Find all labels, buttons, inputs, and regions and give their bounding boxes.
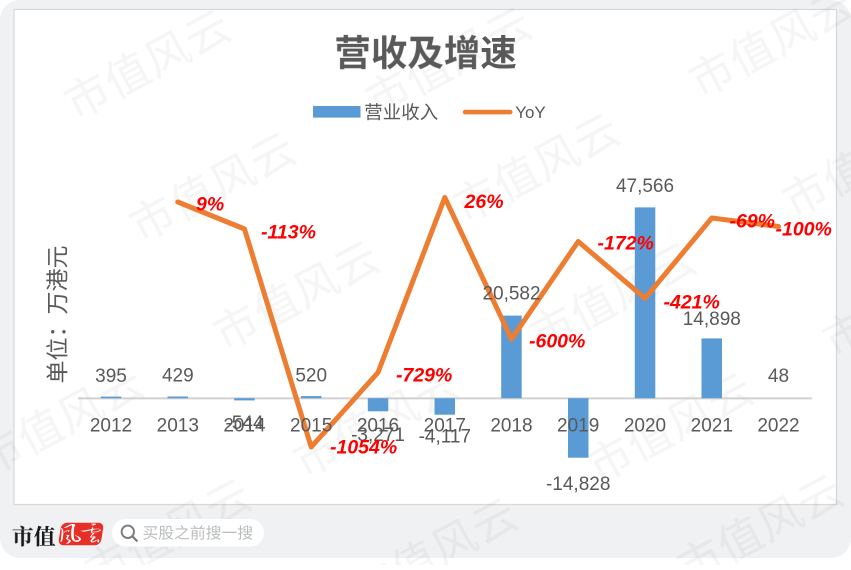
svg-text:-172%: -172% bbox=[598, 233, 654, 255]
svg-text:-14,828: -14,828 bbox=[546, 474, 610, 495]
svg-text:-729%: -729% bbox=[396, 365, 452, 387]
svg-text:2019: 2019 bbox=[557, 415, 599, 436]
svg-text:26%: 26% bbox=[464, 191, 504, 213]
svg-text:2012: 2012 bbox=[90, 415, 132, 436]
svg-text:2022: 2022 bbox=[757, 415, 799, 436]
svg-text:-421%: -421% bbox=[664, 292, 720, 314]
svg-text:520: 520 bbox=[295, 366, 327, 387]
svg-text:-4,117: -4,117 bbox=[419, 427, 471, 448]
svg-text:2014: 2014 bbox=[223, 415, 266, 436]
svg-text:-600%: -600% bbox=[529, 331, 585, 353]
svg-text:2020: 2020 bbox=[624, 415, 666, 436]
svg-text:47,566: 47,566 bbox=[616, 176, 674, 197]
svg-text:395: 395 bbox=[95, 366, 127, 387]
svg-text:-113%: -113% bbox=[261, 222, 316, 244]
svg-text:2013: 2013 bbox=[157, 415, 199, 436]
svg-text:-69%: -69% bbox=[730, 211, 776, 233]
svg-text:48: 48 bbox=[768, 366, 789, 387]
svg-text:20,582: 20,582 bbox=[482, 284, 540, 305]
svg-text:-1054%: -1054% bbox=[330, 437, 397, 459]
svg-text:YoY: YoY bbox=[515, 103, 546, 122]
svg-text:-100%: -100% bbox=[776, 219, 832, 241]
svg-text:-3,271: -3,271 bbox=[351, 425, 405, 446]
svg-text:429: 429 bbox=[162, 366, 194, 387]
svg-text:-544: -544 bbox=[225, 413, 263, 434]
svg-text:2015: 2015 bbox=[290, 415, 332, 436]
svg-text:9%: 9% bbox=[196, 194, 224, 216]
svg-text:2016: 2016 bbox=[357, 415, 399, 436]
svg-text:2017: 2017 bbox=[424, 415, 466, 436]
svg-text:14,898: 14,898 bbox=[683, 309, 741, 330]
svg-text:2021: 2021 bbox=[691, 415, 733, 436]
svg-text:2018: 2018 bbox=[490, 415, 532, 436]
